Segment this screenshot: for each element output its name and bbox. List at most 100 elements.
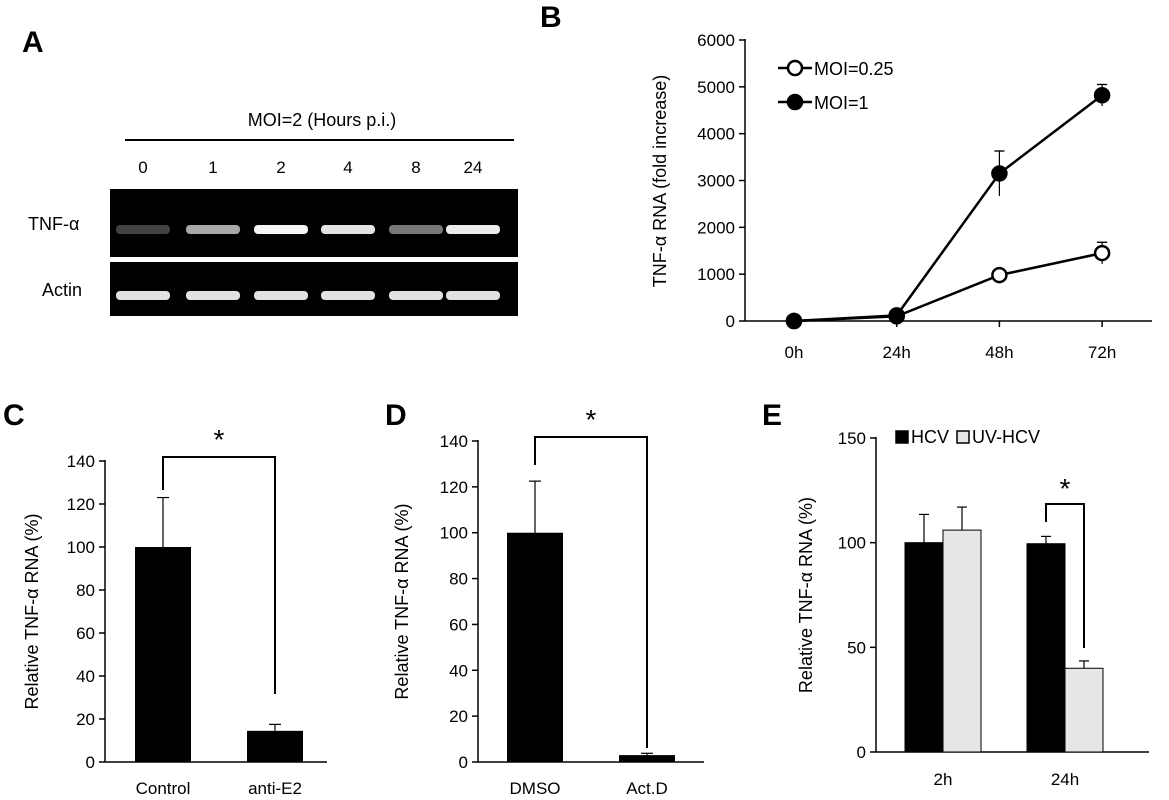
significance-star: *	[214, 424, 225, 455]
significance-bracket	[534, 436, 648, 748]
legend-swatch	[895, 430, 909, 444]
gel-image-actin	[110, 262, 518, 316]
y-tick-label: 60	[76, 624, 95, 643]
gel-band	[389, 225, 443, 234]
y-tick-label: 6000	[697, 31, 735, 50]
bar	[507, 532, 563, 762]
bar	[1064, 667, 1104, 753]
gel-band	[254, 291, 308, 300]
y-tick-label: 50	[847, 638, 866, 657]
x-tick-label: 0h	[785, 343, 804, 362]
y-tick-label: 40	[449, 661, 468, 680]
panel-label-c: C	[3, 399, 25, 432]
chart-c: 0 20 40 60 80 100 120 140 Relative TNF-α RNA (%)…	[22, 424, 327, 798]
y-axis-title: Relative TNF-α RNA (%)	[392, 503, 412, 699]
y-tick-label: 0	[726, 312, 735, 331]
y-tick-label: 0	[857, 743, 866, 762]
y-tick-label: 40	[76, 667, 95, 686]
significance-star: *	[1060, 473, 1071, 504]
bar	[1026, 543, 1066, 753]
y-tick-label: 20	[449, 707, 468, 726]
x-tick-label: DMSO	[510, 779, 561, 798]
x-tick-label: 48h	[985, 343, 1013, 362]
y-axis-title: Relative TNF-α RNA (%)	[22, 513, 42, 709]
gel-band	[186, 225, 240, 234]
y-axis-title: TNF-α RNA (fold increase)	[650, 75, 670, 287]
significance-bracket	[1045, 503, 1085, 648]
y-tick-label: 60	[449, 615, 468, 634]
gel-lane-label: 24	[464, 158, 483, 177]
y-axis-title: Relative TNF-α RNA (%)	[796, 497, 816, 693]
gel-band	[186, 291, 240, 300]
bar	[942, 529, 982, 753]
gel-band	[446, 225, 500, 234]
panel-label-a: A	[22, 26, 44, 59]
y-tick-label: 4000	[697, 125, 735, 144]
y-tick-label: 2000	[697, 218, 735, 237]
x-tick-label: 24h	[1051, 770, 1079, 789]
gel-band	[321, 291, 375, 300]
y-tick-label: 120	[67, 495, 95, 514]
legend-marker	[786, 93, 804, 111]
data-point	[785, 312, 803, 330]
data-point	[1093, 87, 1111, 104]
y-tick-label: 20	[76, 710, 95, 729]
legend-label: UV-HCV	[972, 427, 1040, 447]
gel-band	[389, 291, 443, 300]
gel-lane-label: 2	[276, 158, 285, 177]
y-tick-label: 140	[440, 432, 468, 451]
y-tick-label: 100	[67, 538, 95, 557]
gel-row-label-tnf: TNF-α	[28, 214, 79, 234]
chart-b: 0 1000 2000 3000 4000 5000 6000 0h 24h 48h 72h TNF-…	[650, 31, 1152, 362]
y-tick-label: 150	[838, 429, 866, 448]
y-tick-label: 5000	[697, 78, 735, 97]
panel-label-b: B	[540, 1, 562, 34]
gel-header: MOI=2 (Hours p.i.)	[248, 110, 397, 130]
y-tick-label: 0	[86, 753, 95, 772]
chart-d: 0 20 40 60 80 100 120 140 Relative TNF-α RNA (%)…	[392, 404, 704, 798]
x-tick-label: 24h	[883, 343, 911, 362]
y-tick-label: 140	[67, 452, 95, 471]
chart-e: 0 50 100 150 Relative TNF-α RNA (%) 2h 24h HCV U…	[796, 427, 1149, 789]
y-tick-label: 100	[440, 524, 468, 543]
legend-label: MOI=1	[814, 93, 869, 113]
gel-lane-label: 4	[343, 158, 352, 177]
y-tick-label: 0	[459, 753, 468, 772]
data-point	[888, 307, 905, 324]
legend-label: HCV	[911, 427, 949, 447]
series-line	[793, 94, 1103, 323]
x-tick-label: anti-E2	[248, 779, 302, 798]
x-tick-label: 2h	[934, 770, 953, 789]
gel-lane-label: 1	[208, 158, 217, 177]
gel-lane-label: 8	[411, 158, 420, 177]
significance-star: *	[586, 404, 597, 435]
y-tick-label: 80	[76, 581, 95, 600]
legend-swatch	[956, 430, 970, 444]
bar	[247, 730, 303, 762]
bar	[619, 755, 675, 762]
gel-row-label-actin: Actin	[42, 280, 82, 300]
legend-label: MOI=0.25	[814, 59, 894, 79]
x-tick-label: 72h	[1088, 343, 1116, 362]
gel-panel: MOI=2 (Hours p.i.) 0 1 2 4 8 24 TNF-α Actin	[28, 110, 518, 316]
gel-band	[116, 225, 170, 234]
bar	[904, 542, 944, 753]
data-point	[991, 266, 1008, 284]
data-point	[991, 165, 1008, 182]
series-line	[793, 251, 1103, 323]
panel-label-d: D	[385, 399, 407, 432]
y-tick-label: 3000	[697, 172, 735, 191]
gel-band	[116, 291, 170, 300]
y-tick-label: 80	[449, 570, 468, 589]
panel-label-e: E	[762, 399, 782, 432]
y-tick-label: 1000	[697, 265, 735, 284]
legend-marker	[786, 59, 804, 77]
gel-image-tnf	[110, 189, 518, 257]
x-tick-label: Act.D	[626, 779, 668, 798]
data-point	[1093, 244, 1111, 262]
gel-band	[446, 291, 500, 300]
x-tick-label: Control	[136, 779, 191, 798]
gel-band	[254, 225, 308, 234]
y-tick-label: 120	[440, 478, 468, 497]
